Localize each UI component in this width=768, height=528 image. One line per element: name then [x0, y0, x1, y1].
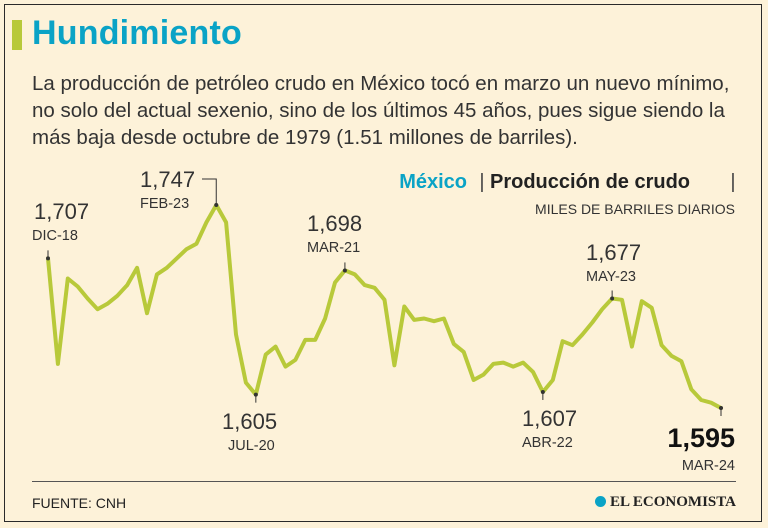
annotation-date: MAR-24: [682, 458, 735, 474]
source-note: FUENTE: CNH: [32, 495, 127, 511]
annotation-value: 1,698: [307, 211, 362, 236]
annotation-value: 1,595: [667, 423, 735, 453]
page-title: Hundimiento: [32, 14, 242, 52]
annotation-leader: [202, 178, 217, 205]
brand-mark-icon: [595, 496, 606, 507]
series-line: [46, 203, 723, 410]
annotation-value: 1,747: [140, 167, 195, 192]
footer-divider: [32, 481, 736, 482]
annotations-layer: 1,707 DIC-18 1,747 FEB-23 1,605 JUL-20 1,698 MA…: [32, 167, 735, 474]
annotation-value: 1,677: [586, 240, 641, 265]
annotation-date: DIC-18: [32, 228, 78, 244]
annotation-date: MAY-23: [586, 269, 636, 285]
plot-area: [46, 203, 723, 410]
page-subtitle: La producción de petróleo crudo en Méxic…: [32, 72, 730, 149]
chart-country-label: México: [399, 171, 467, 193]
annotation-value: 1,707: [34, 199, 89, 224]
chart-header-separator: |: [479, 171, 484, 193]
annotation-date: FEB-23: [140, 196, 189, 212]
annotation-value: 1,605: [222, 409, 277, 434]
brand-name: EL ECONOMISTA: [610, 494, 736, 510]
chart-header-separator-end: |: [730, 171, 735, 193]
chart-frame: [4, 4, 762, 522]
annotation-date: MAR-21: [307, 240, 360, 256]
brand-logo: EL ECONOMISTA: [595, 494, 736, 511]
chart-unit-label: MILES DE BARRILES DIARIOS: [535, 201, 735, 217]
annotation-date: ABR-22: [522, 435, 573, 451]
annotation-date: JUL-20: [228, 438, 275, 454]
chart-series-title: Producción de crudo: [490, 171, 690, 193]
title-accent-bar: [12, 20, 22, 50]
annotation-value: 1,607: [522, 406, 577, 431]
